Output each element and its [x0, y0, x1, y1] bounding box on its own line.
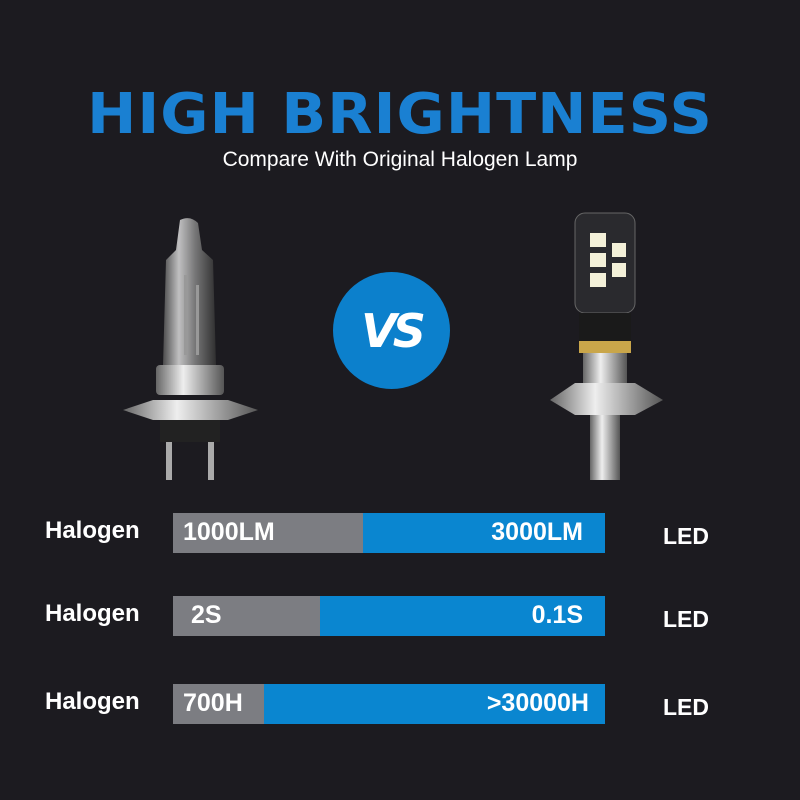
comparison-bar: 700H >30000H	[173, 684, 605, 724]
led-label: LED	[663, 606, 709, 632]
halogen-value: 2S	[191, 601, 222, 629]
halogen-bulb-image	[123, 218, 258, 480]
comparison-row-brightness: Halogen 1000LM 3000LM LED	[0, 513, 800, 553]
led-bulb-image	[550, 212, 663, 480]
led-value: 0.1S	[531, 601, 583, 629]
halogen-value: 700H	[183, 689, 243, 717]
led-value: 3000LM	[491, 518, 583, 546]
halogen-label: Halogen	[45, 688, 140, 715]
led-label: LED	[663, 694, 709, 720]
halogen-value: 1000LM	[183, 518, 275, 546]
led-value: >30000H	[486, 689, 589, 717]
halogen-fill	[173, 596, 320, 636]
comparison-row-startup: Halogen 2S 0.1S LED	[0, 596, 800, 636]
halogen-fill	[173, 684, 264, 724]
vs-badge: VS	[333, 272, 450, 389]
comparison-row-lifespan: Halogen 700H >30000H LED	[0, 684, 800, 724]
comparison-bar: 2S 0.1S	[173, 596, 605, 636]
halogen-label: Halogen	[45, 517, 140, 544]
headline: HIGH BRIGHTNESS	[87, 82, 713, 147]
halogen-label: Halogen	[45, 600, 140, 627]
halogen-fill	[173, 513, 364, 553]
subheadline: Compare With Original Halogen Lamp	[222, 148, 578, 171]
comparison-bar: 1000LM 3000LM	[173, 513, 605, 553]
led-label: LED	[663, 523, 709, 549]
